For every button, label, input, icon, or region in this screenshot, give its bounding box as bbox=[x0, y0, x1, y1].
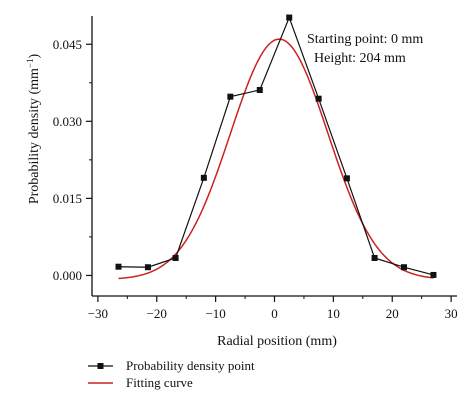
legend: Probability density point Fitting curve bbox=[88, 358, 255, 390]
data-point bbox=[430, 271, 437, 278]
data-points-line bbox=[118, 15, 434, 276]
y-tick-label: 0.015 bbox=[53, 191, 82, 206]
legend-marker-square bbox=[97, 363, 104, 369]
y-tick-label: 0.045 bbox=[53, 37, 82, 52]
legend-label-fit: Fitting curve bbox=[126, 375, 193, 390]
fitting-curve bbox=[118, 38, 434, 280]
y-axis-ticks: 0.000 0.015 0.030 0.045 bbox=[53, 37, 92, 283]
y-axis-title-exponent: −1 bbox=[25, 58, 35, 68]
y-tick-label: 0.030 bbox=[53, 114, 82, 129]
annotation-starting-point: Starting point: 0 mm bbox=[307, 32, 423, 47]
plot-area bbox=[115, 14, 437, 280]
legend-label-points: Probability density point bbox=[126, 358, 255, 373]
data-point bbox=[343, 175, 350, 182]
data-point bbox=[144, 264, 151, 271]
x-tick-label: 30 bbox=[445, 306, 458, 321]
x-axis-ticks: −30 −20 −10 0 10 20 30 bbox=[88, 296, 458, 321]
x-tick-label: −10 bbox=[205, 306, 225, 321]
data-point bbox=[227, 93, 234, 100]
y-axis-title-close: ) bbox=[27, 53, 42, 58]
y-tick-label: 0.000 bbox=[53, 268, 82, 283]
data-point bbox=[256, 86, 263, 93]
x-tick-label: 10 bbox=[327, 306, 340, 321]
data-point bbox=[115, 263, 122, 270]
x-tick-label: −20 bbox=[147, 306, 167, 321]
data-point bbox=[286, 14, 293, 21]
data-point bbox=[315, 95, 322, 102]
x-axis-title: Radial position (mm) bbox=[217, 334, 337, 349]
data-point bbox=[401, 264, 408, 271]
data-point bbox=[200, 174, 207, 181]
x-tick-label: 0 bbox=[271, 306, 278, 321]
y-axis-title-main: Probability density (mm bbox=[27, 68, 42, 204]
data-point bbox=[371, 254, 378, 261]
annotation-height: Height: 204 mm bbox=[314, 51, 406, 66]
x-tick-label: 20 bbox=[386, 306, 399, 321]
y-axis-title: Probability density (mm−1) bbox=[25, 53, 42, 204]
data-point bbox=[172, 254, 179, 261]
x-tick-label: −30 bbox=[88, 306, 108, 321]
